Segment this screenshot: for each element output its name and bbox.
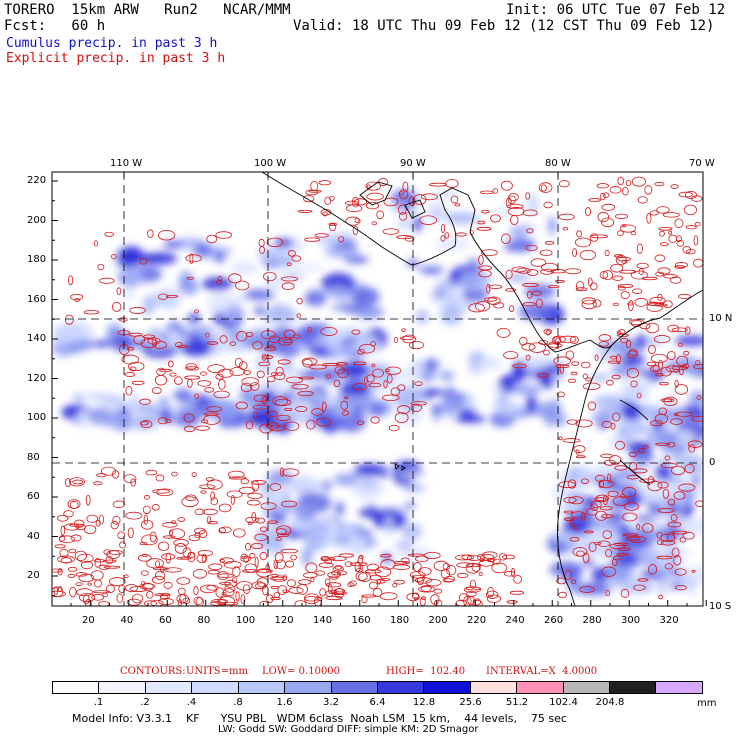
colorbar-swatch — [656, 682, 702, 693]
colorbar-label: 25.6 — [459, 697, 482, 708]
x-tick-label: 280 — [582, 615, 602, 626]
colorbar-swatch — [517, 682, 564, 693]
x-tick-label: 140 — [313, 615, 333, 626]
y-tick-label: 40 — [27, 530, 40, 542]
colorbar-label: 204.8 — [595, 697, 625, 708]
x-tick-label: 80 — [197, 615, 211, 626]
model-info-line2: LW: Godd SW: Goddard DIFF: simple KM: 2D… — [218, 724, 479, 735]
colorbar-swatch — [145, 682, 193, 693]
colorbar-label: .2 — [140, 697, 150, 708]
coastlines — [261, 172, 703, 606]
x-tick-label: 60 — [159, 615, 172, 626]
x-tick-label: 320 — [659, 615, 679, 626]
x-tick-label: 200 — [428, 615, 448, 626]
colorbar-label: 6.4 — [369, 697, 386, 708]
x-tick-label: 240 — [505, 615, 525, 626]
colorbar-label: .8 — [233, 697, 243, 708]
contours-label: CONTOURS: — [120, 666, 186, 677]
colorbar-label: 102.4 — [549, 697, 578, 708]
y-tick-label: 140 — [27, 333, 47, 344]
x-tick-label: 120 — [274, 615, 294, 626]
x-tick-label: 40 — [120, 615, 134, 626]
y-tick-label: 180 — [27, 254, 47, 265]
lat-label-10s: 10 S — [709, 601, 732, 612]
colorbar-swatch — [285, 682, 332, 693]
colorbar-label: 12.8 — [412, 697, 436, 708]
colorbar-swatch — [470, 682, 518, 693]
colorbar-swatch — [377, 682, 425, 693]
axis-ticks — [52, 172, 707, 606]
colorbar-swatch — [192, 682, 239, 693]
contours-high: HIGH= 102.40 — [386, 666, 466, 677]
x-tick-label: 180 — [390, 615, 410, 626]
colorbar-swatch — [610, 682, 657, 693]
contours-interval: INTERVAL=X 4.0000 — [486, 666, 598, 677]
cumulus-legend: Cumulus precip. in past 3 h — [6, 36, 218, 51]
valid-time: Valid: 18 UTC Thu 09 Feb 12 (12 CST Thu … — [293, 18, 715, 34]
map-frame — [51, 171, 704, 607]
x-tick-label: 220 — [467, 615, 487, 626]
contours-low: LOW= 0.10000 — [262, 666, 341, 677]
colorbar-swatch — [563, 682, 611, 693]
explicit-legend: Explicit precip. in past 3 h — [6, 51, 226, 66]
model-info-line1: Model Info: V3.3.1 KF YSU PBL WDM 6class… — [72, 712, 567, 725]
y-tick-label: 80 — [27, 451, 40, 463]
y-tick-label: 20 — [27, 570, 40, 581]
init-time: Init: 06 UTC Tue 07 Feb 12 — [506, 2, 726, 18]
explicit-precip-contours — [52, 176, 703, 606]
colorbar-swatch — [238, 682, 286, 693]
y-tick-label: 200 — [27, 214, 47, 226]
x-tick-label: 20 — [82, 615, 95, 626]
y-tick-label: 120 — [27, 372, 47, 384]
lat-label-10n: 10 N — [709, 313, 733, 324]
x-tick-label: 260 — [544, 615, 564, 626]
x-tick-label: 100 — [236, 615, 256, 626]
x-tick-label: 160 — [351, 615, 371, 626]
colorbar-swatch — [53, 682, 100, 693]
colorbar-swatch — [424, 682, 471, 693]
lon-label-110w: 110 W — [110, 158, 143, 169]
colorbar-label: 3.2 — [323, 697, 339, 708]
y-tick-label: 220 — [27, 175, 47, 186]
lon-label-70w: 70 W — [689, 158, 715, 169]
lat-lon-grid — [52, 172, 703, 606]
model-title: TORERO 15km ARW Run2 NCAR/MMM — [4, 2, 291, 18]
colorbar-label: 51.2 — [505, 697, 529, 708]
colorbar-label: .4 — [186, 697, 197, 708]
x-tick-label: 300 — [621, 615, 641, 626]
colorbar-swatch — [99, 682, 146, 693]
colorbar-label: .1 — [93, 697, 104, 708]
y-tick-label: 60 — [27, 491, 40, 502]
contours-units: UNITS=mm — [186, 666, 248, 677]
lon-label-100w: 100 W — [254, 158, 287, 169]
precip-colorbar — [52, 681, 703, 694]
colorbar-swatch — [331, 682, 378, 693]
forecast-hour: Fcst: 60 h — [4, 18, 106, 34]
y-tick-label: 100 — [27, 412, 47, 423]
colorbar-label: 1.6 — [276, 697, 293, 708]
colorbar-unit: mm — [697, 698, 717, 709]
lon-label-90w: 90 W — [400, 158, 426, 169]
lat-label-0: 0 — [709, 457, 716, 468]
y-tick-label: 160 — [27, 293, 47, 305]
lon-label-80w: 80 W — [545, 158, 571, 169]
